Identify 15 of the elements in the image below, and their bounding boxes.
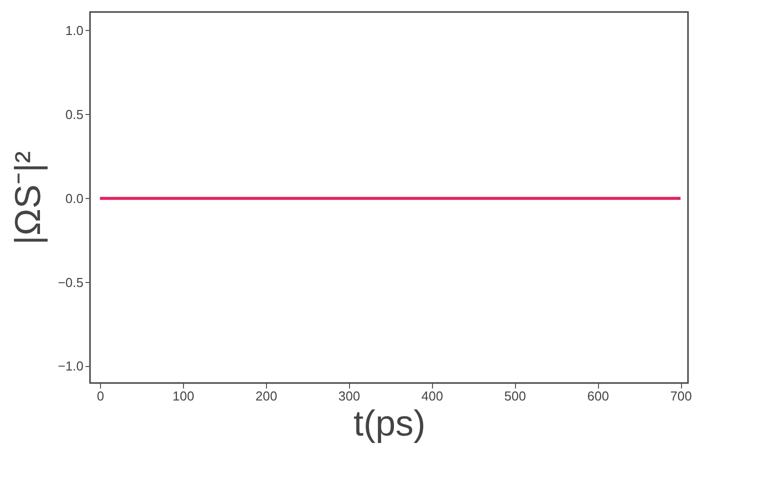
x-tick-label: 300 <box>338 388 360 404</box>
x-tick-label: 200 <box>255 388 278 404</box>
y-tick-label: −1.0 <box>58 358 84 374</box>
x-tick-label: 500 <box>504 388 526 404</box>
y-tick-label: 1.0 <box>65 22 84 38</box>
x-tick-label: 100 <box>172 388 194 404</box>
x-tick-label: 700 <box>670 388 692 404</box>
x-tick-label: 400 <box>421 388 444 404</box>
x-tick-label: 600 <box>587 388 609 404</box>
y-tick-label: −0.5 <box>58 274 84 290</box>
x-tick-label: 0 <box>96 388 104 404</box>
x-axis-title: t(ps) <box>354 402 426 444</box>
y-tick-label: 0.0 <box>65 190 84 206</box>
y-axis-title: |ΩS⁻|² <box>6 151 48 245</box>
y-tick-label: 0.5 <box>65 106 84 122</box>
